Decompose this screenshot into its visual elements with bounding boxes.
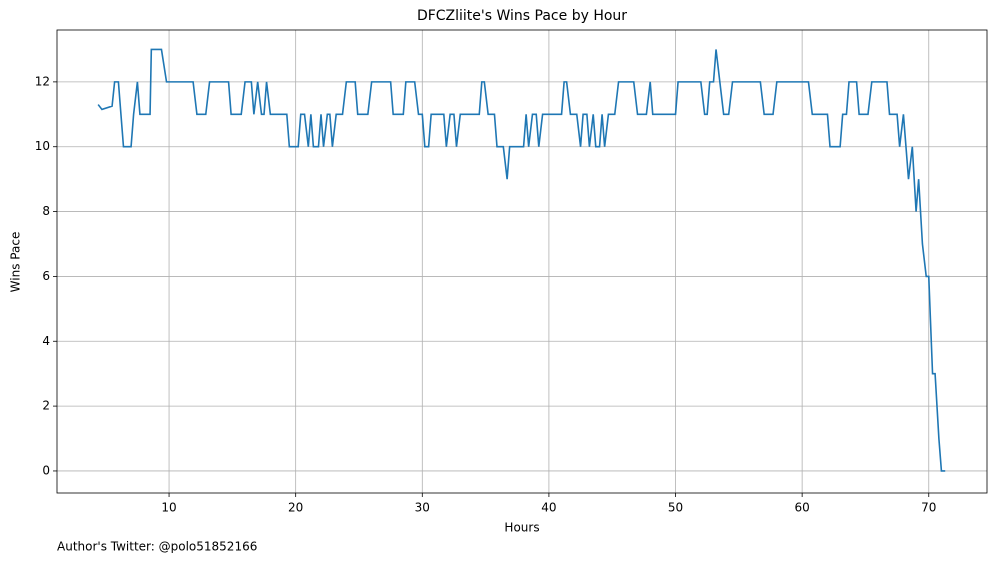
y-tick-label: 0 [42, 463, 50, 477]
x-tick-label: 60 [794, 501, 809, 515]
x-axis-label: Hours [504, 521, 539, 535]
x-tick-label: 10 [161, 501, 176, 515]
x-tick-label: 30 [415, 501, 430, 515]
x-tick-label: 20 [288, 501, 303, 515]
y-tick-label: 10 [35, 139, 50, 153]
y-tick-label: 12 [35, 74, 50, 88]
plot-frame [56, 29, 988, 494]
chart-title: DFCZliite's Wins Pace by Hour [417, 8, 627, 24]
data-line [97, 48, 946, 472]
x-tick-label: 50 [668, 501, 683, 515]
y-axis-label: Wins Pace [9, 232, 23, 293]
annotation: Author's Twitter: @polo51852166 [57, 540, 257, 554]
y-tick-label: 6 [42, 269, 50, 283]
x-tick-label: 70 [921, 501, 936, 515]
y-tick-label: 2 [42, 399, 50, 413]
y-tick-label: 4 [42, 334, 50, 348]
y-tick-label: 8 [42, 204, 50, 218]
x-tick-label: 40 [541, 501, 556, 515]
